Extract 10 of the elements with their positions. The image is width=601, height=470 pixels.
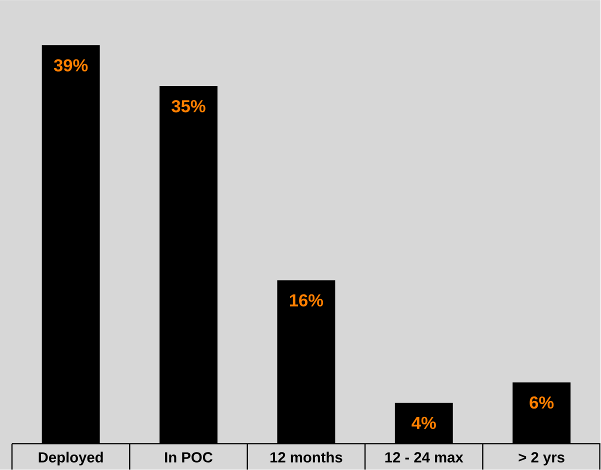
x-tick-label: In POC <box>165 452 213 462</box>
data-label: 39% <box>54 59 88 72</box>
x-tick-label: 12 - 24 max <box>385 452 464 462</box>
data-label: 4% <box>412 416 436 429</box>
data-label: 35% <box>172 100 206 112</box>
data-label: 16% <box>290 294 324 306</box>
x-tick-label: > 2 yrs <box>518 452 564 466</box>
x-tick-label: Deployed <box>38 452 103 466</box>
data-label: 6% <box>530 396 554 409</box>
x-tick-label: 12 months <box>270 452 342 462</box>
